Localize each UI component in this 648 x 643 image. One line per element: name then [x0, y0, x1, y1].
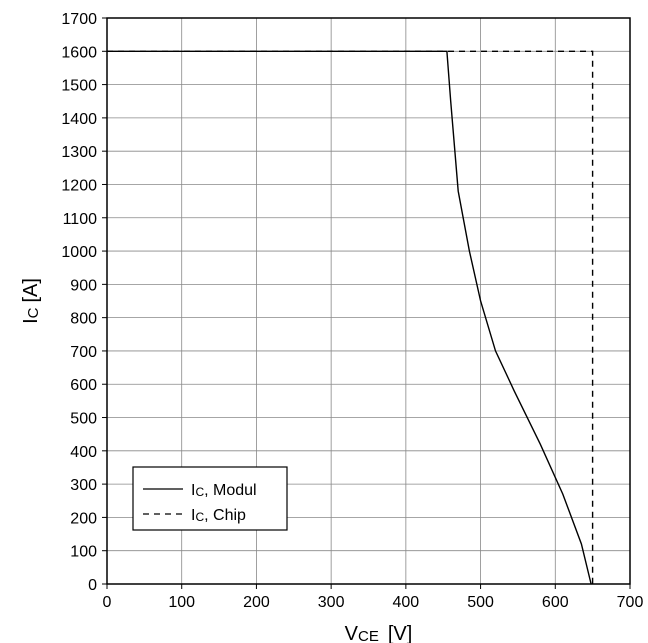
plot-frame: [106, 17, 631, 585]
y-tick-label: 800: [70, 311, 97, 328]
y-tick-label: 600: [70, 377, 97, 394]
y-tick-label: 200: [70, 510, 97, 527]
y-tick-label: 100: [70, 544, 97, 561]
series-line-modul: [107, 50, 592, 585]
x-tick-label: 200: [243, 594, 270, 611]
x-tick-label: 500: [467, 594, 494, 611]
y-tick-label: 900: [70, 277, 97, 294]
y-tick-label: 500: [70, 411, 97, 428]
series-line-chip: [107, 50, 594, 584]
x-axis-label-sub: CE: [358, 628, 379, 643]
y-axis-label-unit: [A]: [20, 278, 42, 302]
x-tick-label: 0: [103, 594, 112, 611]
y-tick-label: 1100: [63, 211, 98, 228]
y-tick-label: 400: [70, 444, 97, 461]
x-tick-label: 100: [168, 594, 195, 611]
y-axis-label: IC [A]: [20, 278, 42, 324]
y-tick-label: 1200: [61, 177, 97, 194]
y-tick-label: 1700: [61, 11, 97, 28]
x-tick-label: 300: [318, 594, 345, 611]
tick-labels: 0 100 200 300 400 500 600 700 0 100 200 300 400 500 60…: [61, 11, 643, 611]
y-tick-label: 700: [70, 344, 97, 361]
x-tick-label: 700: [617, 594, 644, 611]
legend-label-chip: IC, Chip: [191, 507, 246, 524]
y-tick-label: 1600: [61, 44, 97, 61]
y-tick-label: 0: [88, 577, 97, 594]
y-axis-label-sub: C: [25, 307, 42, 318]
legend-box: [132, 466, 288, 531]
legend: IC, Modul IC, Chip: [132, 466, 288, 531]
y-tick-label: 300: [70, 477, 97, 494]
y-axis-label-main: I: [20, 318, 42, 324]
x-tick-label: 600: [542, 594, 569, 611]
x-tick-label: 400: [393, 594, 420, 611]
y-tick-label: 1500: [61, 78, 97, 95]
legend-label-modul: IC, Modul: [191, 482, 257, 499]
y-tick-label: 1000: [61, 244, 97, 261]
series-layer: [107, 50, 594, 585]
x-axis-label-unit: [V]: [388, 623, 412, 643]
x-axis-label: VCE [V]: [345, 623, 413, 643]
y-tick-label: 1300: [61, 144, 97, 161]
y-tick-label: 1400: [61, 111, 97, 128]
x-axis-label-main: V: [345, 623, 359, 643]
